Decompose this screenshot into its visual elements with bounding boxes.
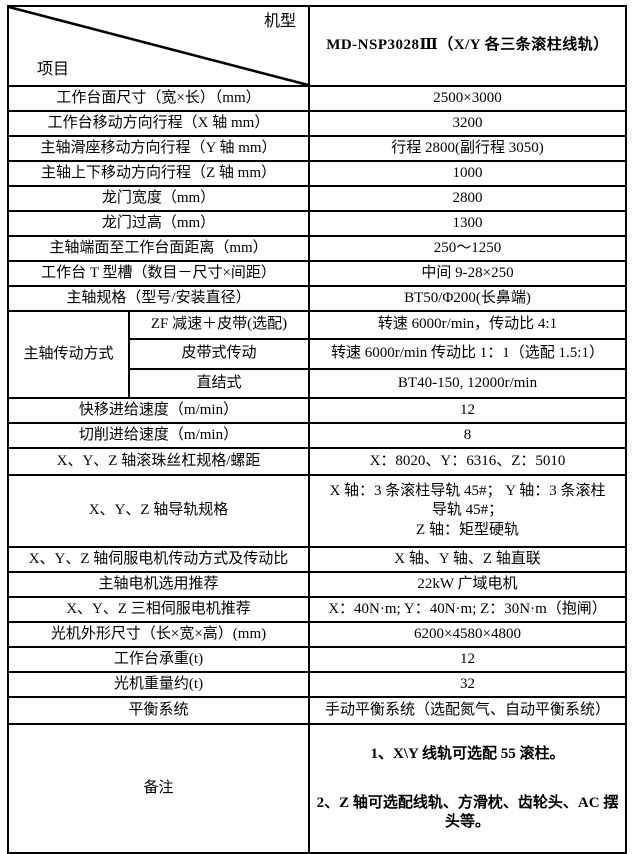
- spec-value: 6200×4580×4800: [308, 621, 627, 648]
- table-row: 主轴滑座移动方向行程（Y 轴 mm） 行程 2800(副行程 3050): [7, 135, 627, 162]
- spec-value: 手动平衡系统（选配氮气、自动平衡系统）: [308, 696, 627, 725]
- spec-value: 1000: [308, 160, 627, 187]
- spec-value: X 轴、Y 轴、Z 轴直联: [308, 546, 627, 573]
- spec-value: 行程 2800(副行程 3050): [308, 135, 627, 162]
- table-row: X、Y、Z 轴滚珠丝杠规格/螺距 X：8020、Y：6316、Z：5010: [7, 447, 627, 476]
- note-line-2: 2、Z 轴可选配线轨、方滑枕、齿轮头、AC 摆头等。: [316, 794, 619, 831]
- notes-value: 1、X\Y 线轨可选配 55 滚柱。 2、Z 轴可选配线轨、方滑枕、齿轮头、AC…: [308, 723, 627, 854]
- machine-spec-table: 机型 项目 MD-NSP3028Ⅲ（X/Y 各三条滚柱线轨） 工作台面尺寸（宽×…: [7, 5, 627, 854]
- spec-label: X、Y、Z 轴滚珠丝杠规格/螺距: [7, 447, 310, 476]
- table-row: X、Y、Z 轴导轨规格 X 轴：3 条滚柱导轨 45#； Y 轴：3 条滚柱 导…: [7, 474, 627, 548]
- spec-label: 工作台承重(t): [7, 646, 310, 673]
- table-row: 快移进给速度（m/min） 12: [7, 397, 627, 424]
- notes-label: 备注: [7, 723, 310, 854]
- spec-value: 12: [308, 646, 627, 673]
- table-row: 工作台移动方向行程（X 轴 mm） 3200: [7, 110, 627, 137]
- spec-label: 主轴上下移动方向行程（Z 轴 mm）: [7, 160, 310, 187]
- spec-label: 快移进给速度（m/min）: [7, 397, 310, 424]
- spec-value: 2500×3000: [308, 85, 627, 112]
- spec-value: 8: [308, 422, 627, 449]
- table-row: 龙门过高（mm） 1300: [7, 210, 627, 237]
- table-row: X、Y、Z 三相伺服电机推荐 X：40N·m; Y：40N·m; Z：30N·m…: [7, 596, 627, 623]
- spec-label: 光机重量约(t): [7, 671, 310, 698]
- spec-label: 工作台面尺寸（宽×长）（mm）: [7, 85, 310, 112]
- spec-label: 主轴滑座移动方向行程（Y 轴 mm）: [7, 135, 310, 162]
- notes-row: 备注 1、X\Y 线轨可选配 55 滚柱。 2、Z 轴可选配线轨、方滑枕、齿轮头…: [7, 723, 627, 854]
- table-row: 工作台承重(t) 12: [7, 646, 627, 673]
- drive-mode-value: 转速 6000r/min 传动比 1：1（选配 1.5:1）: [308, 338, 627, 370]
- spec-label: X、Y、Z 轴伺服电机传动方式及传动比: [7, 546, 310, 573]
- spec-label: 工作台 T 型槽（数目－尺寸×间距）: [7, 260, 310, 287]
- corner-label-model: 机型: [263, 13, 296, 30]
- corner-header-cell: 机型 项目: [7, 5, 310, 87]
- spec-value: X 轴：3 条滚柱导轨 45#； Y 轴：3 条滚柱 导轨 45#； Z 轴：矩…: [308, 474, 627, 548]
- spec-label: 切削进给速度（m/min）: [7, 422, 310, 449]
- note-line-1: 1、X\Y 线轨可选配 55 滚柱。: [370, 745, 565, 762]
- spec-label: 主轴电机选用推荐: [7, 571, 310, 598]
- table-row: 皮带式传动 转速 6000r/min 传动比 1：1（选配 1.5:1）: [8, 338, 627, 370]
- spec-label: X、Y、Z 三相伺服电机推荐: [7, 596, 310, 623]
- table-row: 光机重量约(t) 32: [7, 671, 627, 698]
- table-row: 主轴端面至工作台面距离（mm） 250～1250: [7, 235, 627, 262]
- spec-value: X：40N·m; Y：40N·m; Z：30N·m（抱闸）: [308, 596, 627, 623]
- spec-value: 中间 9-28×250: [308, 260, 627, 287]
- model-name: MD-NSP3028Ⅲ（X/Y 各三条滚柱线轨）: [308, 5, 627, 87]
- table-row: 主轴规格（型号/安装直径） BT50/Φ200(长鼻端): [7, 285, 627, 312]
- spec-label: 主轴端面至工作台面距离（mm）: [7, 235, 310, 262]
- spec-label: 龙门过高（mm）: [7, 210, 310, 237]
- table-row: 工作台 T 型槽（数目－尺寸×间距） 中间 9-28×250: [7, 260, 627, 287]
- table-row: 主轴电机选用推荐 22kW 广域电机: [7, 571, 627, 598]
- drive-mode-label: ZF 减速＋皮带(选配): [128, 310, 310, 340]
- spec-value: BT50/Φ200(长鼻端): [308, 285, 627, 312]
- spec-value: 32: [308, 671, 627, 698]
- spec-value: X：8020、Y：6316、Z：5010: [308, 447, 627, 476]
- table-row: 工作台面尺寸（宽×长）（mm） 2500×3000: [7, 85, 627, 112]
- drive-mode-label: 皮带式传动: [128, 338, 310, 370]
- drive-mode-value: BT40-150, 12000r/min: [308, 368, 627, 399]
- spec-value: 12: [308, 397, 627, 424]
- spec-value: 250～1250: [308, 235, 627, 262]
- drive-mode-label: 直结式: [128, 368, 310, 399]
- spec-label: 光机外形尺寸（长×宽×高）(mm): [7, 621, 310, 648]
- spec-label: 工作台移动方向行程（X 轴 mm）: [7, 110, 310, 137]
- table-row: 龙门宽度（mm） 2800: [7, 185, 627, 212]
- spec-value: 2800: [308, 185, 627, 212]
- table-row: X、Y、Z 轴伺服电机传动方式及传动比 X 轴、Y 轴、Z 轴直联: [7, 546, 627, 573]
- spec-label: 主轴规格（型号/安装直径）: [7, 285, 310, 312]
- table-row: 平衡系统 手动平衡系统（选配氮气、自动平衡系统）: [7, 696, 627, 725]
- spec-value: 22kW 广域电机: [308, 571, 627, 598]
- table-row: 直结式 BT40-150, 12000r/min: [8, 368, 627, 399]
- spec-label: X、Y、Z 轴导轨规格: [7, 474, 310, 548]
- table-row: 光机外形尺寸（长×宽×高）(mm) 6200×4580×4800: [7, 621, 627, 648]
- diagonal-divider: [10, 8, 307, 84]
- corner-label-item: 项目: [37, 61, 70, 79]
- table-row: 主轴传动方式 ZF 减速＋皮带(选配) 转速 6000r/min，传动比 4:1: [7, 310, 627, 399]
- table-row: 主轴上下移动方向行程（Z 轴 mm） 1000: [7, 160, 627, 187]
- header-row: 机型 项目 MD-NSP3028Ⅲ（X/Y 各三条滚柱线轨）: [7, 5, 627, 87]
- spec-value: 1300: [308, 210, 627, 237]
- drive-group-label: 主轴传动方式: [7, 310, 130, 399]
- spec-label: 龙门宽度（mm）: [7, 185, 310, 212]
- spec-value: 3200: [308, 110, 627, 137]
- spec-label: 平衡系统: [7, 696, 310, 725]
- table-row: 切削进给速度（m/min） 8: [7, 422, 627, 449]
- drive-mode-value: 转速 6000r/min，传动比 4:1: [308, 310, 627, 340]
